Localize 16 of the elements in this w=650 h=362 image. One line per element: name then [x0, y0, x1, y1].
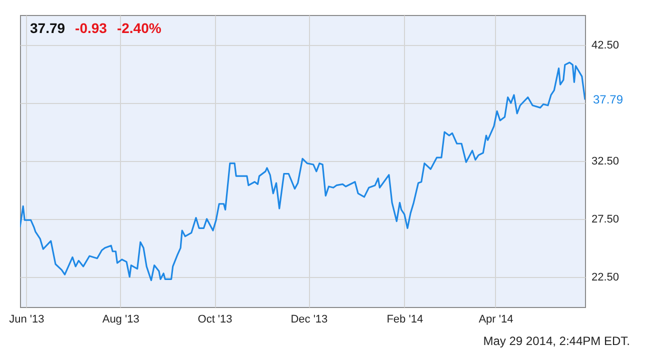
y-tick-label: 32.50 [592, 156, 620, 168]
y-tick-label: 42.50 [592, 40, 620, 52]
y-tick-label: 27.50 [592, 213, 620, 226]
annotation: -2.40% [116, 20, 162, 36]
chart-title: 37.79 [30, 20, 66, 36]
x-tick-label: Apr '14 [478, 314, 514, 326]
y-tick-label: 22.50 [592, 271, 620, 284]
line-series [20, 62, 585, 282]
annotation: 37.79 [593, 92, 624, 107]
x-tick-label: Aug '13 [102, 314, 140, 326]
annotation: -0.93 [75, 20, 107, 36]
x-tick-label: Oct '13 [198, 314, 232, 326]
x-tick-label: Feb '14 [386, 314, 424, 326]
x-tick-label: Jun '13 [9, 314, 44, 326]
text: May 29 2014, 2:44PM EDT. [483, 334, 630, 348]
x-tick-label: Dec '13 [290, 314, 328, 326]
